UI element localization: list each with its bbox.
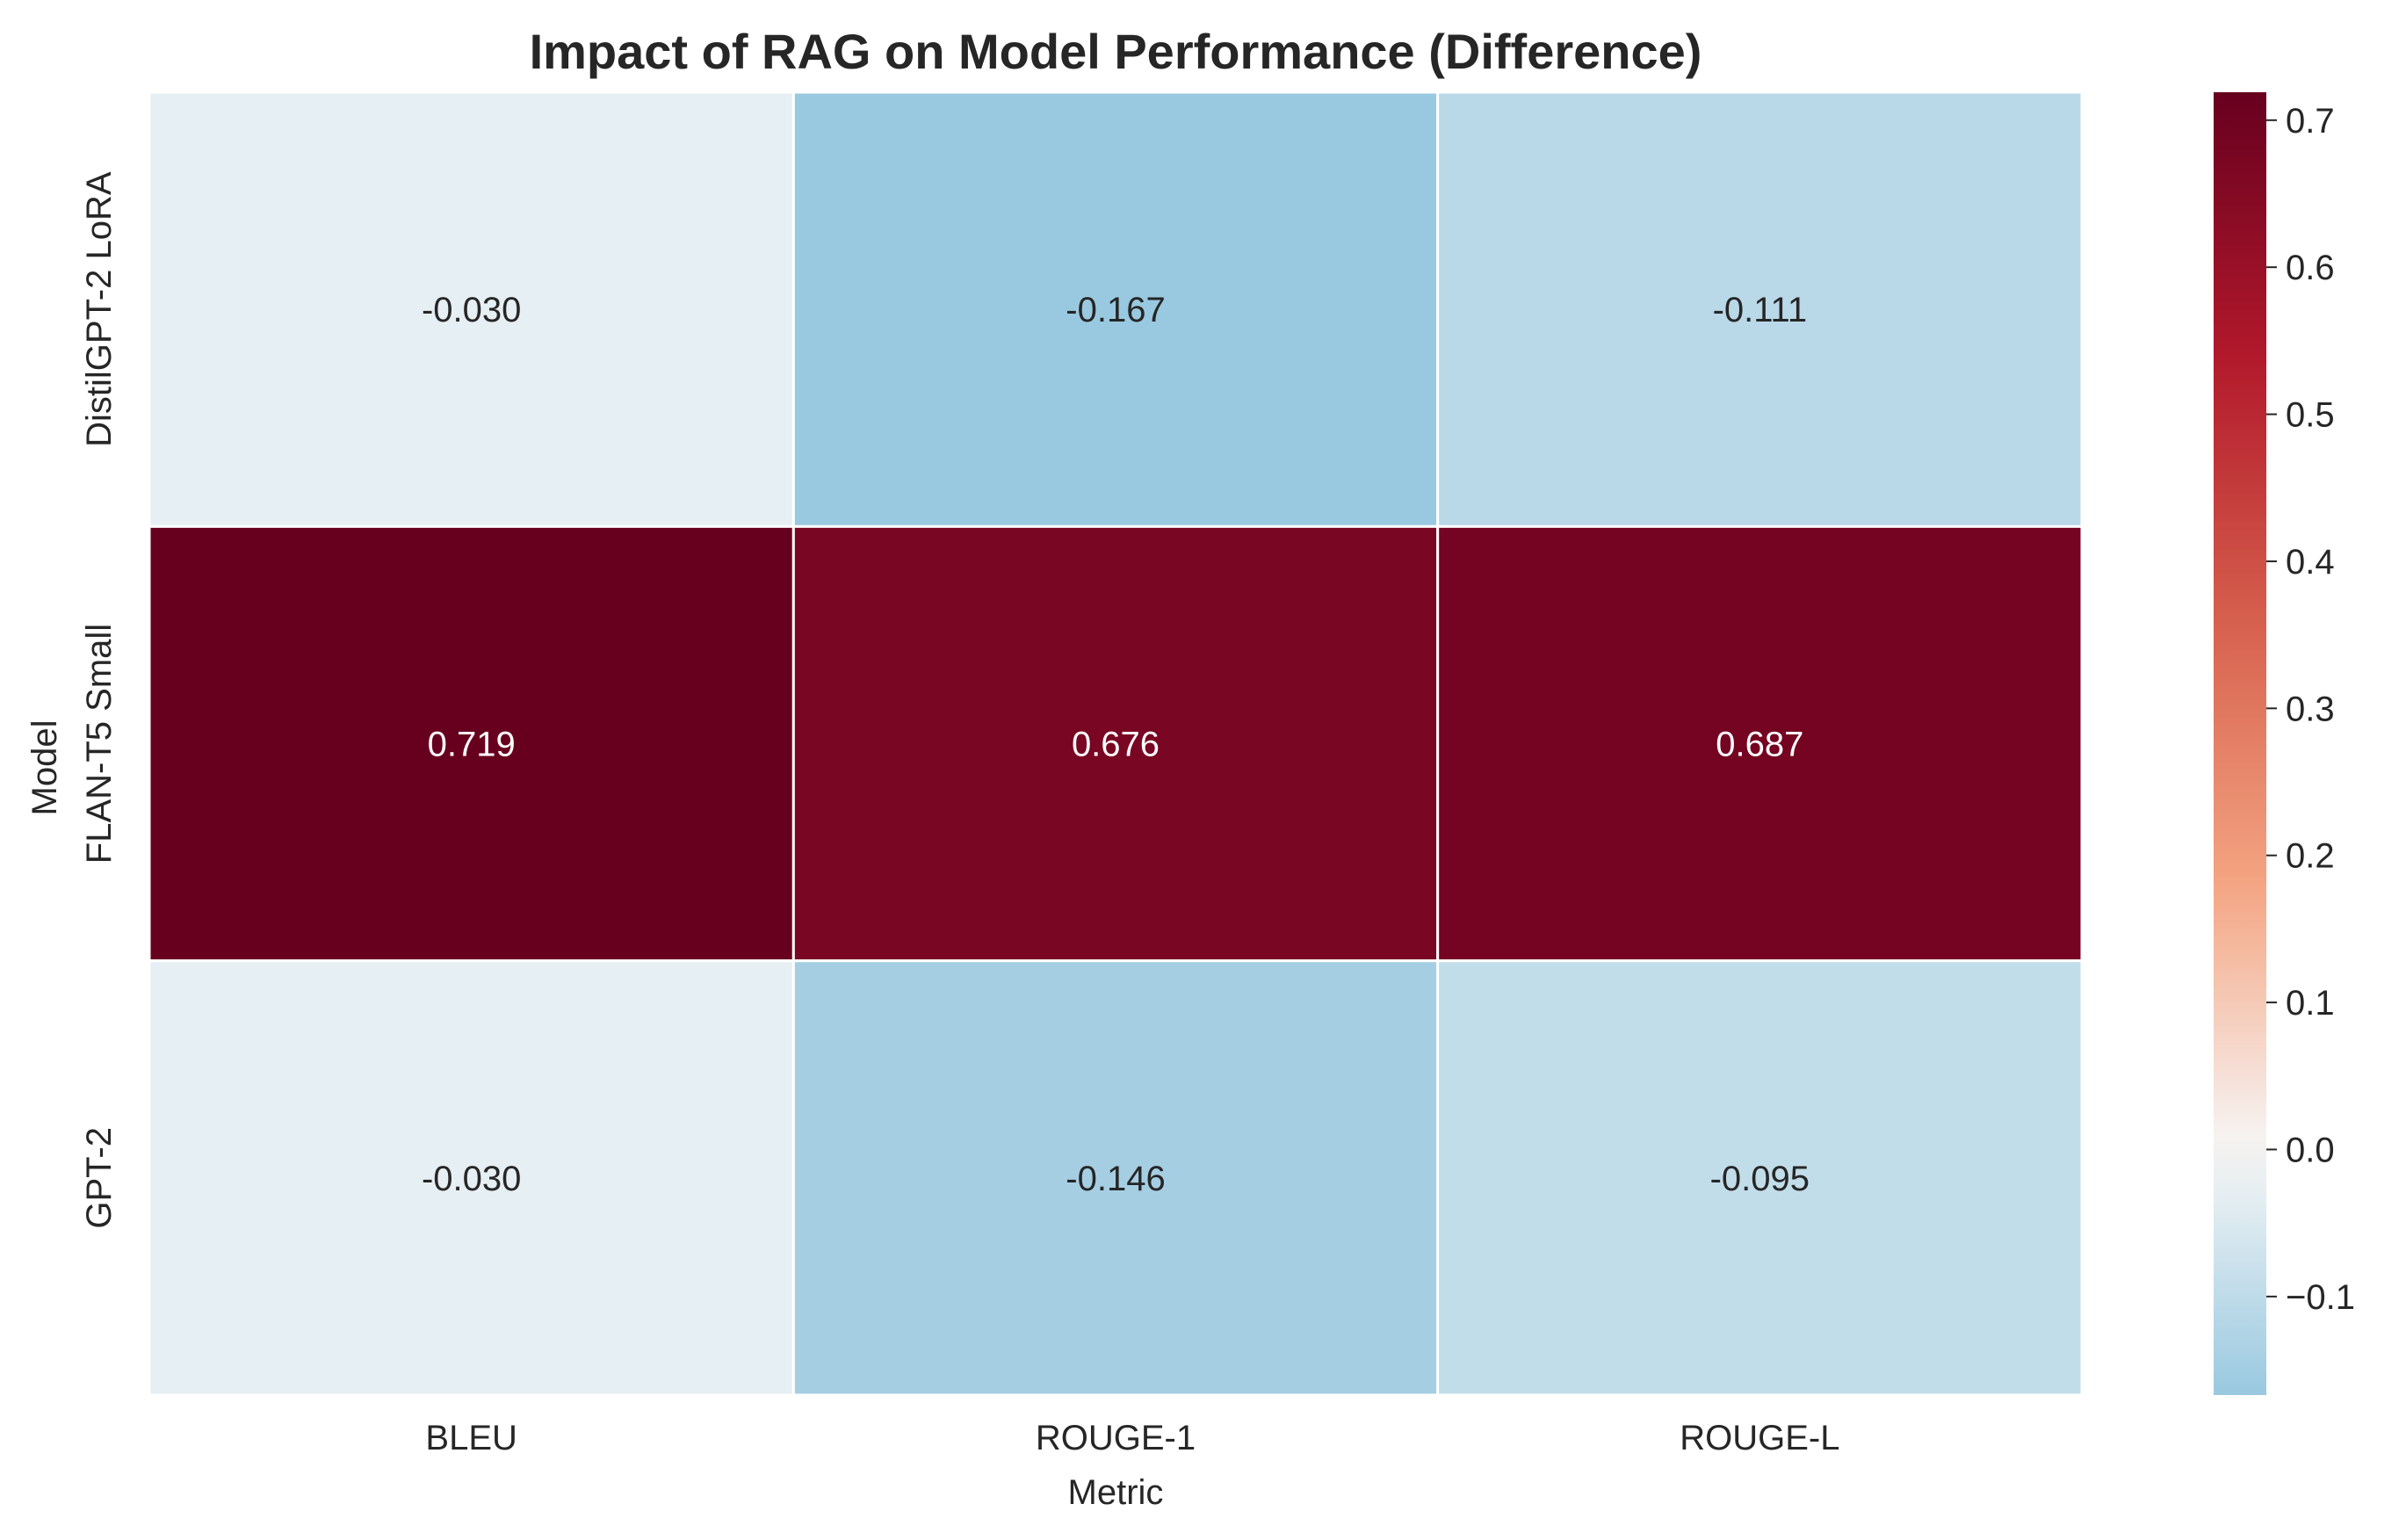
heatmap-cell (791, 90, 1440, 528)
y-tick-labels: DistilGPT-2 LoRA FLAN-T5 Small GPT-2 (80, 171, 119, 1228)
cell-value-label: -0.030 (422, 291, 521, 329)
colorbar-tick-label: 0.6 (2286, 249, 2335, 287)
colorbar-tick-label: 0.4 (2286, 543, 2335, 582)
colorbar-tick-label: 0.3 (2286, 690, 2335, 728)
colorbar-tick-label: 0.7 (2286, 102, 2335, 141)
cell-value-label: 0.719 (428, 726, 516, 764)
heatmap-cell (1436, 90, 2084, 528)
y-tick-label: DistilGPT-2 LoRA (80, 171, 119, 447)
chart-title: Impact of RAG on Model Performance (Diff… (530, 24, 1702, 79)
cell-value-label: -0.146 (1066, 1160, 1165, 1198)
cell-value-label: -0.095 (1710, 1160, 1810, 1198)
cell-value-label: -0.111 (1713, 291, 1807, 329)
x-tick-label: ROUGE-1 (1036, 1419, 1196, 1457)
heatmap-cell (148, 959, 795, 1397)
y-tick-label: FLAN-T5 Small (80, 624, 119, 864)
x-axis-label: Metric (1068, 1473, 1164, 1512)
colorbar-tick-label: 0.5 (2286, 396, 2335, 435)
cell-value-label: -0.030 (422, 1160, 521, 1198)
x-tick-labels: BLEU ROUGE-1 ROUGE-L (425, 1419, 1839, 1457)
heatmap-cell (791, 959, 1440, 1397)
heatmap-cell (148, 524, 795, 963)
y-tick-label: GPT-2 (80, 1127, 119, 1229)
colorbar-tick-label: 0.0 (2286, 1131, 2335, 1169)
colorbar (2214, 92, 2266, 1395)
x-tick-label: ROUGE-L (1680, 1419, 1839, 1457)
heatmap-cell (1436, 524, 2084, 963)
colorbar-tick-label: 0.2 (2286, 837, 2335, 876)
x-tick-label: BLEU (425, 1419, 517, 1457)
cell-value-label: 0.687 (1716, 726, 1803, 764)
colorbar-ticks: −0.1 0.0 0.1 0.2 0.3 0.4 0.5 0.6 0.7 (2266, 102, 2355, 1317)
colorbar-tick-label: −0.1 (2286, 1278, 2355, 1317)
heatmap-cell-labels: -0.030 -0.167 -0.111 0.719 0.676 0.687 -0.030 -… (422, 291, 1810, 1198)
colorbar-tick-label: 0.1 (2286, 984, 2335, 1023)
heatmap-cell (1436, 959, 2084, 1397)
cell-value-label: -0.167 (1066, 291, 1165, 329)
heatmap-cells (148, 90, 2084, 1397)
cell-value-label: 0.676 (1072, 726, 1160, 764)
heatmap-cell (791, 524, 1440, 963)
heatmap-cell (148, 90, 795, 528)
y-axis-label: Model (25, 720, 64, 816)
